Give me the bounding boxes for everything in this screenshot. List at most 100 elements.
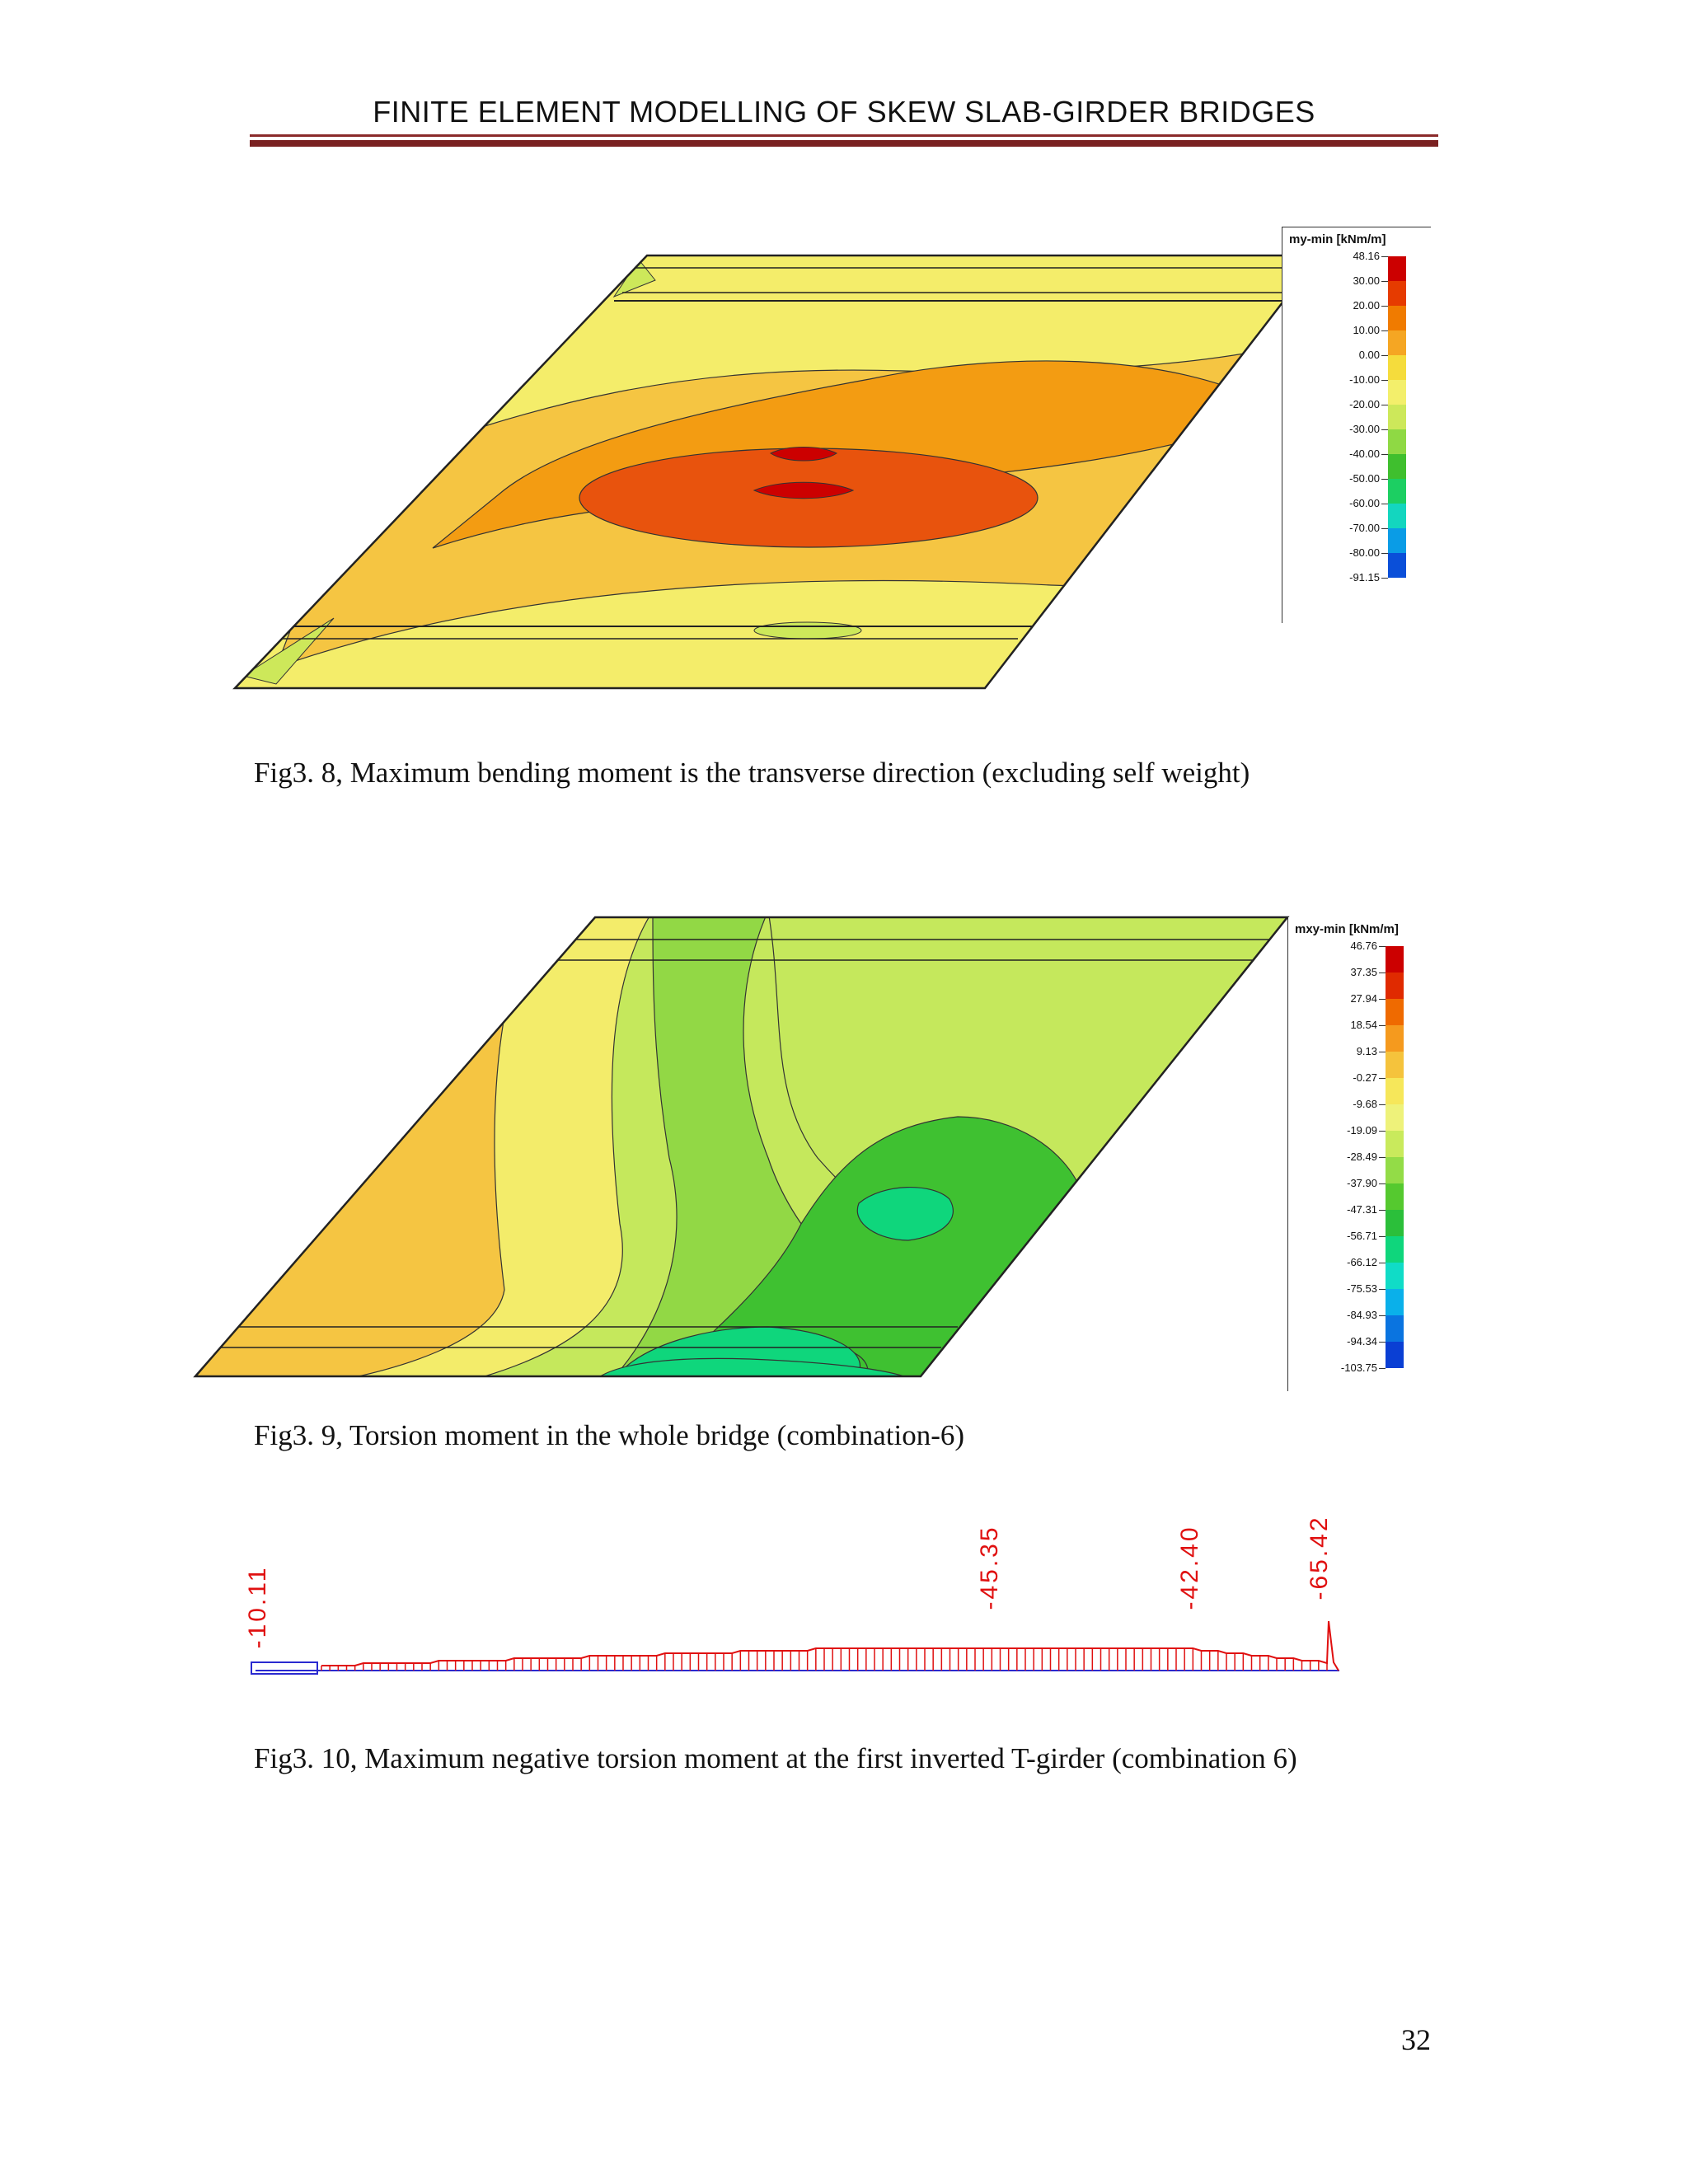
legend-tick-label: -80.00 xyxy=(1349,546,1380,559)
figure-my-min-contour: my-min [kNm/m] 48.16 30.00 20.00 10.00 0.00 -… xyxy=(227,223,1431,701)
legend-color-swatch xyxy=(1386,1183,1404,1210)
legend-tick-label: 46.76 xyxy=(1350,940,1377,952)
figure-3-10-caption: Fig3. 10, Maximum negative torsion momen… xyxy=(254,1742,1297,1774)
legend-color-swatch xyxy=(1386,1315,1404,1342)
legend-tick-label: -56.71 xyxy=(1347,1230,1377,1242)
figure-mxy-min-contour: mxy-min [kNm/m] 46.76 37.35 27.94 18.54 9.13… xyxy=(191,911,1428,1391)
legend-color-swatch xyxy=(1386,1210,1404,1236)
legend-tick-label: -40.00 xyxy=(1349,448,1380,460)
legend-color-swatch xyxy=(1386,1052,1404,1078)
legend-color-swatch xyxy=(1386,946,1404,972)
legend-tick xyxy=(1379,972,1386,973)
my-min-contour-plot xyxy=(232,254,1321,690)
legend-tick-label: -75.53 xyxy=(1347,1282,1377,1295)
legend-tick-label: 48.16 xyxy=(1353,250,1380,262)
legend-color-swatch xyxy=(1386,972,1404,999)
legend-color-swatch xyxy=(1386,1157,1404,1183)
figure-3-9-caption: Fig3. 9, Torsion moment in the whole bri… xyxy=(254,1419,965,1451)
header-rule-thin xyxy=(250,134,1438,137)
legend-tick xyxy=(1381,355,1388,356)
legend-tick xyxy=(1379,1183,1386,1184)
legend-color-swatch xyxy=(1388,281,1406,306)
legend-tick xyxy=(1379,1157,1386,1158)
torsion-bars xyxy=(321,1648,1328,1671)
support-marker xyxy=(251,1661,318,1675)
legend-tick-label: -10.00 xyxy=(1349,373,1380,386)
mxy-min-contour-plot xyxy=(193,916,1290,1378)
legend-color-swatch xyxy=(1388,256,1406,281)
legend-color-swatch xyxy=(1386,1078,1404,1104)
legend-color-swatch xyxy=(1388,479,1406,504)
page-number: 32 xyxy=(1401,2023,1431,2056)
legend-color-swatch xyxy=(1386,999,1404,1025)
legend-tick xyxy=(1381,528,1388,529)
figure-girder-torsion-diagram: -10.11 -45.35 -42.40 -65.42 xyxy=(239,1488,1360,1685)
peak-label-2: -45.35 xyxy=(976,1525,1003,1610)
my-min-legend: my-min [kNm/m] 48.16 30.00 20.00 10.00 0.00 -… xyxy=(1282,227,1431,623)
legend-color-swatch xyxy=(1388,306,1406,330)
legend-tick xyxy=(1379,1078,1386,1079)
figure-3-8-caption: Fig3. 8, Maximum bending moment is the t… xyxy=(254,757,1250,789)
legend-tick xyxy=(1381,306,1388,307)
legend-color-swatch xyxy=(1386,1236,1404,1263)
legend-color-swatch xyxy=(1388,454,1406,479)
legend-tick-label: -37.90 xyxy=(1347,1177,1377,1189)
legend-tick xyxy=(1379,946,1386,947)
legend-tick xyxy=(1379,1210,1386,1211)
legend-tick xyxy=(1379,1131,1386,1132)
legend-tick xyxy=(1381,553,1388,554)
legend-color-swatch xyxy=(1386,1289,1404,1315)
legend-tick xyxy=(1381,578,1388,579)
torsion-outline xyxy=(321,1620,1339,1671)
legend-color-swatch xyxy=(1386,1131,1404,1157)
legend-tick xyxy=(1381,380,1388,381)
legend-tick xyxy=(1381,479,1388,480)
legend-tick-label: -20.00 xyxy=(1349,398,1380,410)
legend-tick xyxy=(1381,281,1388,282)
legend-tick-label: 20.00 xyxy=(1353,299,1380,312)
legend-color-swatch xyxy=(1388,553,1406,578)
legend-tick-label: -103.75 xyxy=(1340,1361,1377,1374)
legend-tick-label: -60.00 xyxy=(1349,497,1380,509)
legend-color-swatch xyxy=(1386,1104,1404,1131)
legend-tick-label: -30.00 xyxy=(1349,423,1380,435)
legend-tick-label: -0.27 xyxy=(1353,1071,1377,1084)
legend-tick-label: -91.15 xyxy=(1349,571,1380,583)
legend-tick xyxy=(1381,330,1388,331)
legend-color-swatch xyxy=(1386,1025,1404,1052)
legend-tick-label: 0.00 xyxy=(1358,349,1380,361)
peak-label-1: -10.11 xyxy=(244,1566,271,1649)
mxy-min-legend: mxy-min [kNm/m] 46.76 37.35 27.94 18.54 9.13… xyxy=(1287,917,1428,1391)
legend-tick xyxy=(1381,454,1388,455)
legend-tick xyxy=(1379,1236,1386,1237)
legend-tick-label: -19.09 xyxy=(1347,1124,1377,1137)
legend-tick xyxy=(1379,1289,1386,1290)
legend-tick-label: -94.34 xyxy=(1347,1335,1377,1347)
legend-tick-label: 18.54 xyxy=(1350,1019,1377,1031)
legend-tick-label: 27.94 xyxy=(1350,992,1377,1005)
legend-tick xyxy=(1379,1025,1386,1026)
legend-color-swatch xyxy=(1388,355,1406,380)
legend-tick xyxy=(1381,429,1388,430)
legend-tick xyxy=(1379,1342,1386,1343)
mxy-min-legend-title: mxy-min [kNm/m] xyxy=(1295,922,1399,936)
legend-color-swatch xyxy=(1388,330,1406,355)
legend-tick xyxy=(1381,256,1388,257)
legend-color-swatch xyxy=(1386,1263,1404,1289)
peak-label-4: -65.42 xyxy=(1306,1515,1333,1600)
legend-color-swatch xyxy=(1388,380,1406,405)
my-min-legend-title: my-min [kNm/m] xyxy=(1289,232,1386,246)
legend-tick-label: -28.49 xyxy=(1347,1151,1377,1163)
girder-torsion-diagram: -10.11 -45.35 -42.40 -65.42 xyxy=(244,1515,1339,1675)
legend-tick-label: -9.68 xyxy=(1353,1098,1377,1110)
legend-color-swatch xyxy=(1388,528,1406,553)
legend-tick-label: 10.00 xyxy=(1353,324,1380,336)
legend-color-swatch xyxy=(1388,504,1406,528)
legend-tick-label: -70.00 xyxy=(1349,522,1380,534)
legend-color-swatch xyxy=(1388,405,1406,429)
running-header: FINITE ELEMENT MODELLING OF SKEW SLAB-GI… xyxy=(373,95,1315,129)
legend-tick xyxy=(1379,999,1386,1000)
legend-tick-label: -47.31 xyxy=(1347,1203,1377,1216)
legend-color-swatch xyxy=(1388,429,1406,454)
legend-tick xyxy=(1379,1368,1386,1369)
